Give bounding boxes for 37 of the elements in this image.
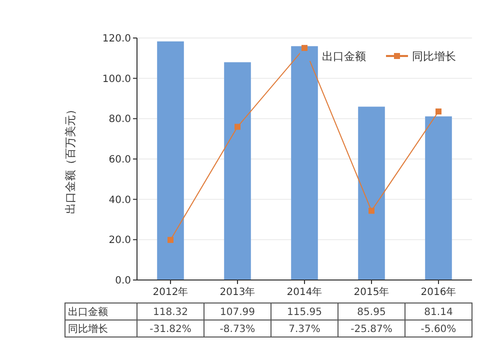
- bar: [224, 62, 251, 280]
- text: 同比增长: [68, 324, 108, 335]
- data-label: 81.14: [424, 307, 453, 318]
- bar: [425, 116, 452, 280]
- data-label: -8.73%: [220, 324, 256, 335]
- x-tick-label: 2015年: [354, 286, 390, 298]
- point: [302, 44, 308, 51]
- data-label: 118.32: [153, 307, 188, 318]
- legend-label: 同比增长: [412, 50, 456, 63]
- x-tick-label: 2012年: [152, 286, 188, 298]
- point: [368, 208, 374, 214]
- data-label: -25.87%: [350, 324, 392, 335]
- y-tick-label: 80.0: [108, 114, 131, 126]
- data-label: 107.99: [220, 307, 255, 318]
- data-label: 7.37%: [288, 324, 320, 335]
- data-label: -31.82%: [150, 324, 192, 335]
- data-label: -5.60%: [420, 324, 456, 335]
- y-tick-label: 0.0: [115, 276, 131, 286]
- y-axis-title: 出口金额（百万美元）: [64, 104, 77, 214]
- x-tick-label: 2016年: [420, 286, 456, 298]
- point: [234, 124, 240, 130]
- legend-label: 出口金额: [322, 50, 366, 63]
- y-tick-label: 120.0: [102, 34, 131, 44]
- y-tick-label: 100.0: [102, 74, 131, 85]
- bar: [291, 46, 318, 280]
- x-tick-label: 2014年: [286, 286, 322, 298]
- point: [168, 236, 174, 243]
- point: [436, 108, 442, 114]
- y-tick-label: 20.0: [108, 235, 131, 246]
- data-label: 115.95: [287, 307, 322, 318]
- y-tick-label: 60.0: [108, 154, 131, 166]
- bar: [358, 106, 385, 280]
- text: 出口金额: [68, 307, 108, 318]
- bar: [157, 41, 184, 280]
- x-tick-label: 2013年: [220, 286, 256, 298]
- data-label: 85.95: [357, 307, 386, 318]
- y-tick-label: 40.0: [108, 194, 131, 206]
